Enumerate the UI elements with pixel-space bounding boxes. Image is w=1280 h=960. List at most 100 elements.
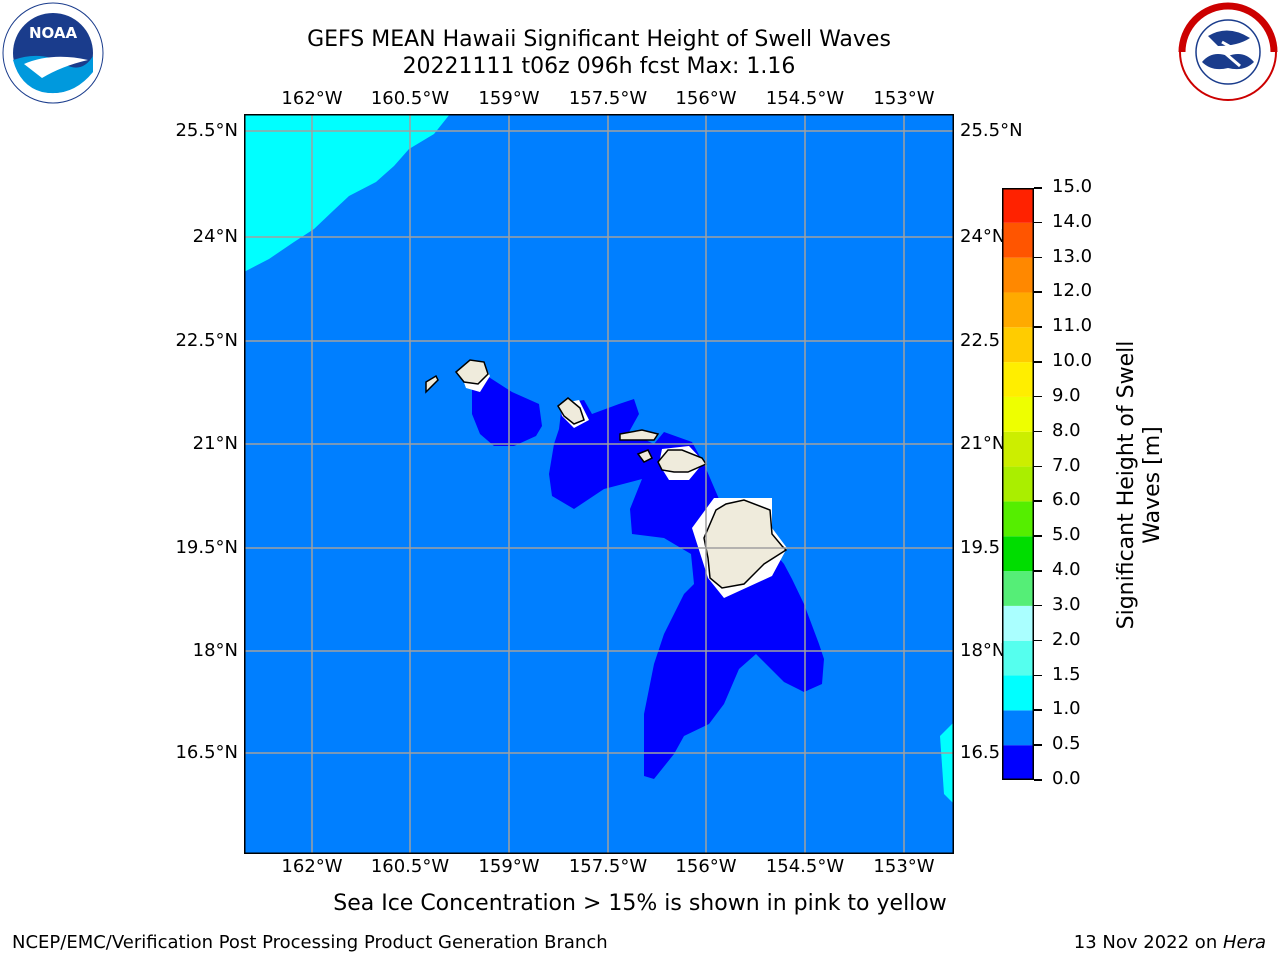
map-frame bbox=[244, 114, 954, 854]
colorbar-segment bbox=[1002, 188, 1034, 223]
lat-label-left: 19.5°N bbox=[175, 537, 238, 558]
gridlines bbox=[244, 114, 954, 854]
colorbar-segment bbox=[1002, 396, 1034, 432]
lon-label-bottom: 159°W bbox=[478, 856, 540, 877]
lon-label-top: 159°W bbox=[478, 88, 540, 109]
lon-label-top: 160.5°W bbox=[370, 88, 450, 109]
colorbar-segment bbox=[1002, 222, 1034, 258]
map-svg bbox=[244, 114, 954, 854]
svg-text:NOAA: NOAA bbox=[29, 24, 78, 42]
colorbar-tick bbox=[1034, 604, 1042, 607]
colorbar-tick bbox=[1034, 221, 1042, 224]
colorbar-tick-label: 11.0 bbox=[1052, 315, 1093, 337]
colorbar-tick bbox=[1034, 535, 1042, 537]
colorbar-tick bbox=[1034, 291, 1042, 293]
colorbar-tick-label: 2.0 bbox=[1052, 628, 1081, 650]
noaa-logo: NOAA bbox=[2, 2, 104, 104]
lon-label-top: 153°W bbox=[873, 88, 935, 109]
lat-label-right: 24°N bbox=[960, 226, 1006, 247]
colorbar-tick bbox=[1034, 570, 1042, 572]
island-molokai bbox=[619, 429, 660, 441]
colorbar-tick bbox=[1034, 256, 1042, 259]
footer-left: NCEP/EMC/Verification Post Processing Pr… bbox=[12, 932, 608, 953]
colorbar-tick bbox=[1034, 361, 1042, 363]
footer-date: 13 Nov 2022 on bbox=[1073, 932, 1223, 953]
colorbar-tick-label: 12.0 bbox=[1052, 280, 1093, 302]
chart-subtitle: 20221111 t06z 096h fcst Max: 1.16 bbox=[402, 54, 796, 79]
ocean-low-region bbox=[472, 374, 824, 779]
lon-label-bottom: 153°W bbox=[873, 856, 935, 877]
colorbar-tick-label: 14.0 bbox=[1052, 210, 1093, 232]
colorbar-tick bbox=[1034, 500, 1042, 502]
island-bigisland bbox=[703, 499, 788, 589]
colorbar bbox=[1002, 188, 1034, 780]
colorbar-segment bbox=[1002, 571, 1034, 606]
colorbar-segment bbox=[1002, 745, 1034, 780]
colorbar-tick-label: 1.0 bbox=[1052, 698, 1081, 720]
ocean-high-region-nw bbox=[244, 114, 450, 272]
island-lanai bbox=[636, 449, 654, 463]
colorbar-tick-label: 13.0 bbox=[1052, 245, 1093, 267]
colorbar-tick-label: 10.0 bbox=[1052, 350, 1093, 372]
ocean-high-region-se bbox=[940, 722, 954, 804]
colorbar-tick-label: 15.0 bbox=[1052, 176, 1093, 197]
colorbar-segment bbox=[1002, 431, 1034, 467]
colorbar-tick bbox=[1034, 674, 1042, 677]
lon-label-bottom: 160.5°W bbox=[370, 856, 450, 877]
chart-title: GEFS MEAN Hawaii Significant Height of S… bbox=[307, 27, 891, 52]
colorbar-tick bbox=[1034, 709, 1042, 711]
lat-label-left: 16.5°N bbox=[175, 742, 238, 763]
colorbar-segment bbox=[1002, 292, 1034, 328]
lat-label-left: 24°N bbox=[192, 226, 238, 247]
colorbar-tick-label: 3.0 bbox=[1052, 593, 1081, 615]
colorbar-segment bbox=[1002, 536, 1034, 572]
colorbar-tick-label: 8.0 bbox=[1052, 419, 1081, 441]
colorbar-segment bbox=[1002, 257, 1034, 293]
colorbar-tick-label: 0.5 bbox=[1052, 733, 1081, 755]
lon-label-bottom: 157.5°W bbox=[568, 856, 648, 877]
nws-logo bbox=[1178, 2, 1278, 102]
colorbar-segment bbox=[1002, 327, 1034, 363]
colorbar-tick bbox=[1034, 744, 1042, 746]
colorbar-tick bbox=[1034, 395, 1042, 398]
colorbar-segment bbox=[1002, 675, 1034, 711]
lat-label-right: 16.5 bbox=[960, 742, 1001, 763]
footer-right: 13 Nov 2022 on Hera bbox=[1074, 932, 1266, 953]
colorbar-frame bbox=[1002, 188, 1034, 780]
colorbar-segment bbox=[1002, 501, 1034, 537]
colorbar-segment bbox=[1002, 605, 1034, 641]
colorbar-segment bbox=[1002, 710, 1034, 746]
colorbar-tick-label: 5.0 bbox=[1052, 524, 1081, 546]
lon-label-top: 154.5°W bbox=[765, 88, 845, 109]
island-niihau bbox=[425, 374, 439, 394]
lat-label-right: 18°N bbox=[960, 640, 1006, 661]
lon-label-top: 156°W bbox=[675, 88, 737, 109]
colorbar-segment bbox=[1002, 640, 1034, 676]
colorbar-tick bbox=[1034, 779, 1042, 781]
colorbar-tick bbox=[1034, 465, 1042, 468]
colorbar-tick bbox=[1034, 430, 1042, 433]
lat-label-right: 21°N bbox=[960, 433, 1006, 454]
map-panel bbox=[244, 114, 954, 854]
colorbar-tick bbox=[1034, 326, 1042, 328]
lon-label-bottom: 154.5°W bbox=[765, 856, 845, 877]
colorbar-tick-label: 7.0 bbox=[1052, 454, 1081, 476]
colorbar-tick-label: 6.0 bbox=[1052, 489, 1081, 511]
colorbar-tick-label: 9.0 bbox=[1052, 384, 1081, 406]
lat-label-left: 22.5°N bbox=[175, 330, 238, 351]
colorbar-tick-label: 1.5 bbox=[1052, 663, 1081, 685]
colorbar-segment bbox=[1002, 466, 1034, 502]
sea-ice-note: Sea Ice Concentration > 15% is shown in … bbox=[333, 891, 947, 916]
lon-label-bottom: 156°W bbox=[675, 856, 737, 877]
colorbar-tick bbox=[1034, 187, 1042, 189]
colorbar-tick-label: 0.0 bbox=[1052, 768, 1081, 789]
lon-label-top: 157.5°W bbox=[568, 88, 648, 109]
lon-label-top: 162°W bbox=[281, 88, 343, 109]
lat-label-left: 18°N bbox=[192, 640, 238, 661]
island-kauai bbox=[454, 359, 489, 385]
lon-label-bottom: 162°W bbox=[281, 856, 343, 877]
lat-label-right: 22.5 bbox=[960, 330, 1001, 351]
lat-label-right: 25.5°N bbox=[960, 120, 1023, 141]
lat-label-left: 21°N bbox=[192, 433, 238, 454]
colorbar-label: Significant Height of Swell Waves [m] bbox=[1114, 340, 1165, 630]
